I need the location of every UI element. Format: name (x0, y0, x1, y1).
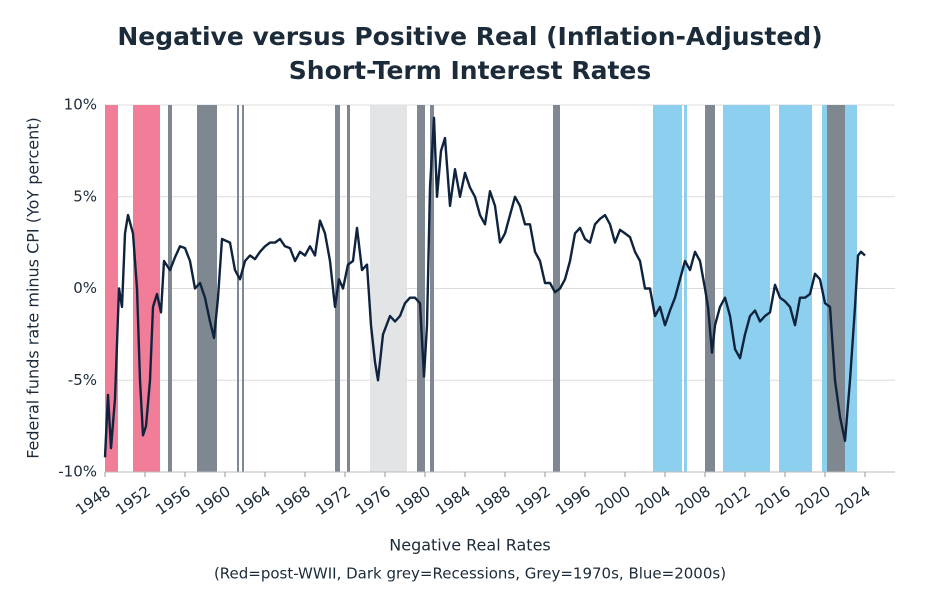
shaded-region (417, 105, 425, 472)
note: (Red=post-WWII, Dark grey=Recessions, Gr… (214, 565, 726, 583)
shaded-region (370, 105, 407, 472)
data-line (103, 116, 866, 458)
shaded-region (553, 105, 560, 472)
x-tick-label: 1996 (552, 482, 594, 519)
shaded-region (430, 105, 434, 472)
x-tick-label: 1964 (232, 482, 274, 519)
shaded-region (168, 105, 172, 472)
shaded-region (723, 105, 770, 472)
y-tick-label: 5% (73, 187, 97, 205)
y-tick-label: 10% (64, 96, 97, 114)
x-tick-label: 2016 (752, 482, 794, 519)
x-tick-label: 1956 (152, 482, 194, 519)
x-tick-label: 1960 (192, 482, 234, 519)
x-tick-label: 2004 (632, 482, 674, 519)
shaded-region (845, 105, 857, 472)
shaded-region (237, 105, 239, 472)
shaded-region (242, 105, 244, 472)
shaded-region (705, 105, 715, 472)
x-tick-label: 2012 (712, 482, 754, 519)
x-axis-label: Negative Real Rates (389, 536, 551, 555)
y-tick-label: 0% (73, 279, 97, 297)
x-tick-label: 1984 (432, 482, 474, 519)
shaded-region (347, 105, 350, 472)
shaded-region (684, 105, 687, 472)
shaded-region (827, 105, 845, 472)
y-tick-label: -5% (68, 371, 97, 389)
x-tick-label: 2008 (672, 482, 714, 519)
x-tick-label: 1972 (312, 482, 354, 519)
y-axis-label: Federal funds rate minus CPI (YoY percen… (24, 117, 43, 459)
shaded-region (822, 105, 827, 472)
y-tick-label: -10% (58, 463, 97, 481)
shaded-region (197, 105, 217, 472)
x-tick-label: 2024 (832, 482, 874, 519)
chart-title: Negative versus Positive Real (Inflation… (117, 22, 822, 51)
x-tick-label: 1992 (512, 482, 554, 519)
x-tick-label: 2020 (792, 482, 834, 519)
chart-title: Short-Term Interest Rates (289, 56, 651, 85)
shaded-region (779, 105, 812, 472)
x-tick-label: 2000 (592, 482, 634, 519)
x-tick-label: 1980 (392, 482, 434, 519)
x-tick-label: 1988 (472, 482, 514, 519)
x-tick-label: 1976 (352, 482, 394, 519)
x-tick-label: 1952 (112, 482, 154, 519)
x-tick-label: 1948 (72, 482, 114, 519)
x-tick-label: 1968 (272, 482, 314, 519)
